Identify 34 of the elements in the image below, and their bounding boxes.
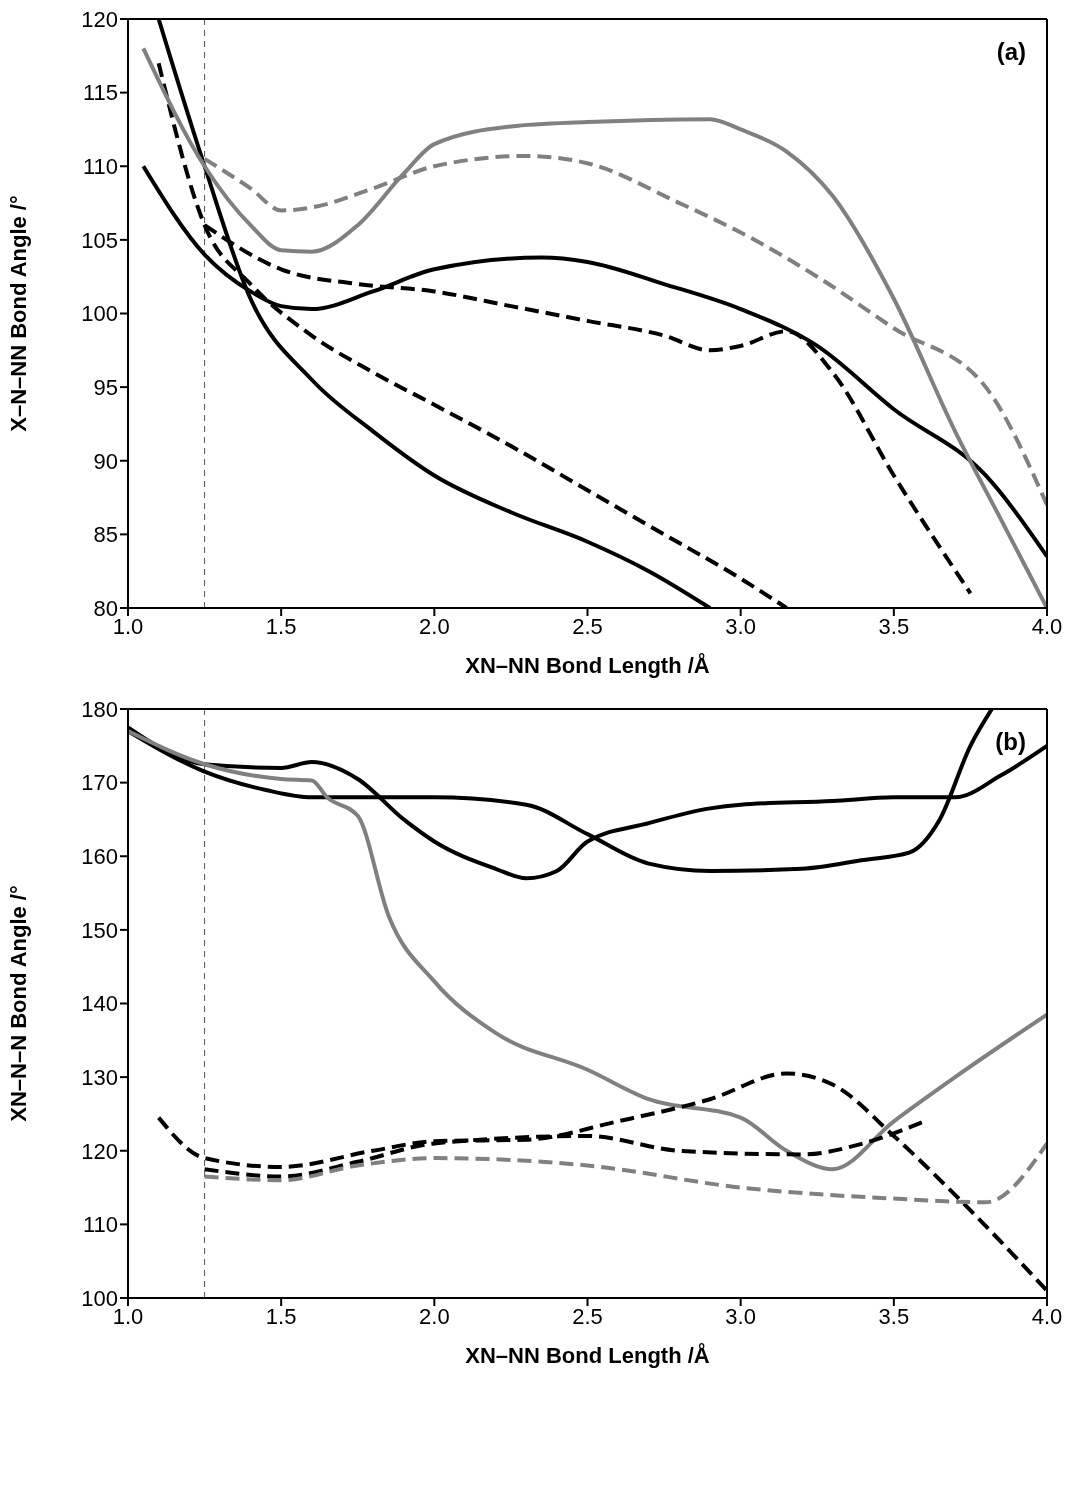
x-tick-label: 4.0 (1031, 1303, 1063, 1329)
x-tick-label: 3.5 (878, 613, 910, 639)
y-tick-label: 110 (82, 154, 118, 180)
x-tick-label: 4.0 (1031, 613, 1063, 639)
x-tick-label: 2.5 (572, 1303, 603, 1329)
annotation: (b) (995, 728, 1026, 756)
y-tick-label: 150 (81, 917, 118, 943)
x-tick-label: 2.0 (419, 613, 450, 639)
x-axis-title: XN–NN Bond Length /Å (465, 1342, 710, 1368)
y-tick-label: 95 (93, 374, 118, 400)
x-axis-title: XN–NN Bond Length /Å (465, 652, 710, 678)
y-tick-label: 120 (81, 1138, 118, 1164)
x-tick-label: 1.5 (265, 613, 297, 639)
y-tick-label: 170 (81, 770, 118, 796)
y-tick-label: 180 (81, 696, 118, 722)
y-tick-label: 100 (81, 301, 118, 327)
x-tick-label: 2.0 (419, 1303, 450, 1329)
y-tick-label: 120 (81, 6, 118, 32)
x-tick-label: 3.5 (878, 1303, 910, 1329)
x-tick-label: 3.0 (725, 613, 756, 639)
x-tick-label: 3.0 (725, 1303, 756, 1329)
y-tick-label: 130 (81, 1064, 118, 1090)
y-tick-label: 110 (82, 1212, 118, 1238)
y-tick-label: 140 (81, 991, 118, 1017)
x-tick-label: 1.5 (265, 1303, 297, 1329)
y-axis-title: X–N–NN Bond Angle /° (5, 195, 31, 432)
y-tick-label: 160 (81, 844, 118, 870)
annotation: (a) (996, 38, 1026, 66)
y-tick-label: 105 (81, 227, 118, 253)
y-tick-label: 115 (82, 80, 118, 106)
y-tick-label: 90 (93, 448, 118, 474)
y-axis-title: XN–N–N Bond Angle /° (5, 885, 31, 1122)
x-tick-label: 2.5 (572, 613, 603, 639)
y-tick-label: 85 (93, 522, 118, 548)
